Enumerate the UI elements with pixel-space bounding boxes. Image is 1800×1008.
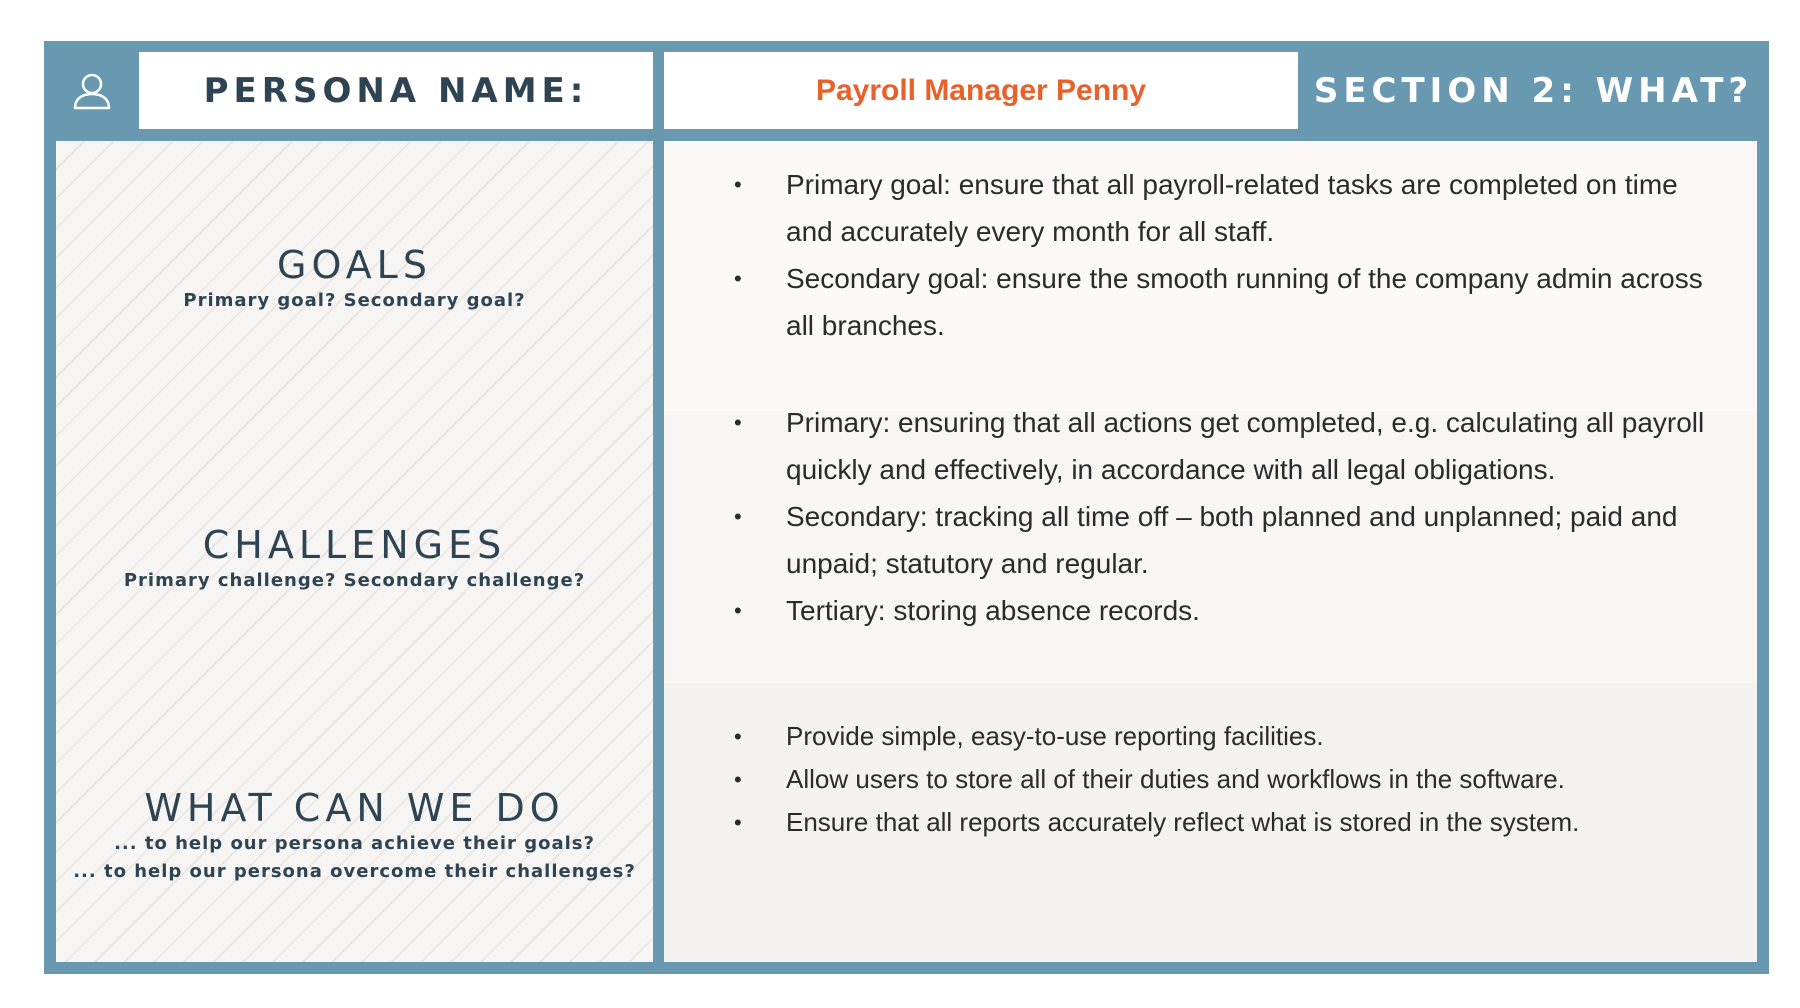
challenges-list: • Primary: ensuring that all actions get … [664,399,1757,634]
prompts-panel: GOALS Primary goal? Secondary goal? CHAL… [56,141,653,962]
list-item: • Ensure that all reports accurately refl… [664,801,1757,844]
list-item: • Primary goal: ensure that all payroll-r… [664,161,1757,255]
list-item: • Provide simple, easy-to-use reporting f… [664,715,1757,758]
challenges-prompt: CHALLENGES Primary challenge? Secondary … [56,416,653,701]
what-can-we-do-band [664,683,1757,962]
bullet-icon: • [734,410,742,435]
challenges-subtitle: Primary challenge? Secondary challenge? [123,569,586,591]
list-item: • Secondary goal: ensure the smooth runni… [664,255,1757,349]
challenges-heading: CHALLENGES [202,522,507,567]
list-item: • Allow users to store all of their dutie… [664,758,1757,801]
persona-card: PERSONA NAME: Payroll Manager Penny SECT… [44,41,1769,974]
user-icon [73,73,110,110]
bullet-icon: • [734,810,742,835]
persona-name-field: Payroll Manager Penny [664,52,1298,129]
list-item: • Tertiary: storing absence records. [664,587,1757,634]
goals-band [664,141,1757,411]
challenges-band [664,411,1757,683]
user-icon-cell [44,41,139,141]
bullet-icon: • [734,767,742,792]
what-can-we-do-subtitle-challenges: ... to help our persona overcome their c… [73,861,636,882]
persona-name-value: Payroll Manager Penny [815,73,1147,107]
goals-heading: GOALS [277,242,432,287]
goals-subtitle: Primary goal? Secondary goal? [183,289,526,311]
content-panel: • Primary goal: ensure that all payroll-r… [664,141,1757,962]
bullet-icon: • [734,172,742,197]
what-can-we-do-subtitle-goals: ... to help our persona achieve their go… [114,833,595,854]
goals-list: • Primary goal: ensure that all payroll-r… [664,161,1757,349]
persona-name-label: PERSONA NAME: [139,52,653,129]
list-item: • Primary: ensuring that all actions get … [664,399,1757,493]
what-can-we-do-prompt: WHAT CAN WE DO ... to help our persona a… [56,716,653,956]
bullet-icon: • [734,266,742,291]
bullet-icon: • [734,504,742,529]
what-can-we-do-list: • Provide simple, easy-to-use reporting f… [664,715,1757,844]
list-item: • Secondary: tracking all time off – both… [664,493,1757,587]
section-title: SECTION 2: WHAT? [1313,71,1754,111]
bullet-icon: • [734,724,742,749]
goals-prompt: GOALS Primary goal? Secondary goal? [56,141,653,416]
what-can-we-do-heading: WHAT CAN WE DO [144,786,565,830]
bullet-icon: • [734,598,742,623]
